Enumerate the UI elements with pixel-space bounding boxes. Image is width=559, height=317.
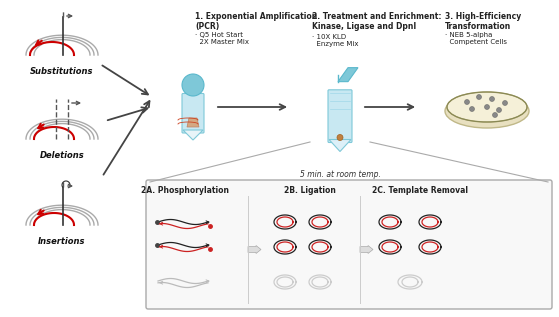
Text: · Q5 Hot Start
  2X Master Mix: · Q5 Hot Start 2X Master Mix — [195, 32, 249, 45]
Text: 2C. Template Removal: 2C. Template Removal — [372, 186, 468, 195]
Text: · NEB 5-alpha
  Competent Cells: · NEB 5-alpha Competent Cells — [445, 32, 507, 45]
Circle shape — [492, 113, 498, 118]
Polygon shape — [183, 130, 203, 140]
Text: 2. Treatment and Enrichment:
Kinase, Ligase and DpnI: 2. Treatment and Enrichment: Kinase, Lig… — [312, 12, 442, 31]
Text: 2A. Phosphorylation: 2A. Phosphorylation — [141, 186, 229, 195]
Text: · 10X KLD
  Enzyme Mix: · 10X KLD Enzyme Mix — [312, 34, 358, 47]
Ellipse shape — [445, 94, 529, 128]
Text: 5 min. at room temp.: 5 min. at room temp. — [300, 170, 381, 179]
Text: 3. High-Efficiency
Transformation: 3. High-Efficiency Transformation — [445, 12, 521, 31]
Polygon shape — [187, 118, 199, 127]
Circle shape — [476, 94, 481, 100]
Circle shape — [496, 107, 501, 113]
Polygon shape — [329, 139, 351, 152]
Circle shape — [470, 107, 475, 112]
Circle shape — [503, 100, 508, 106]
FancyBboxPatch shape — [146, 180, 552, 309]
Polygon shape — [338, 68, 358, 82]
Circle shape — [182, 74, 204, 96]
Circle shape — [490, 96, 495, 101]
Text: Insertions: Insertions — [38, 237, 86, 246]
Circle shape — [465, 100, 470, 105]
Text: Deletions: Deletions — [40, 151, 84, 160]
Text: 1. Exponential Amplification
(PCR): 1. Exponential Amplification (PCR) — [195, 12, 318, 31]
FancyBboxPatch shape — [328, 90, 352, 143]
FancyArrow shape — [248, 245, 261, 254]
Text: 2B. Ligation: 2B. Ligation — [284, 186, 336, 195]
Ellipse shape — [447, 92, 527, 122]
Circle shape — [337, 134, 343, 140]
FancyArrow shape — [360, 245, 373, 254]
Circle shape — [485, 105, 490, 109]
Text: Substitutions: Substitutions — [30, 67, 94, 76]
FancyBboxPatch shape — [182, 94, 204, 133]
